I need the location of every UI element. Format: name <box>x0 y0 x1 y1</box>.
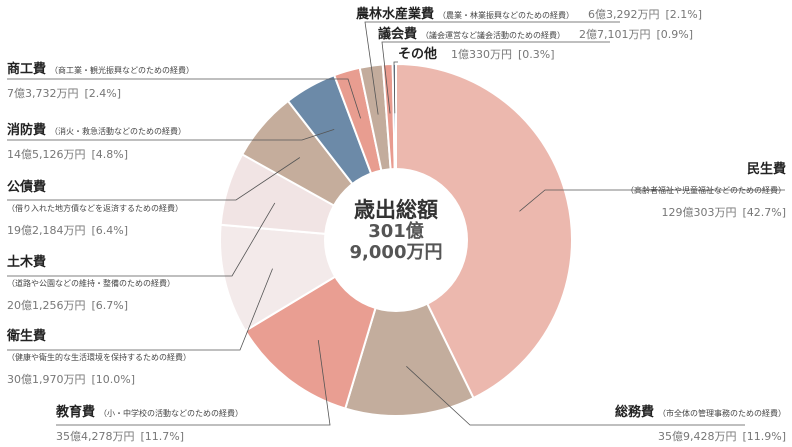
slice-amount: 35億9,428万円 <box>657 429 737 443</box>
slice-pct: [42.7%] <box>742 205 786 219</box>
slice-amount: 30億1,970万円 <box>7 372 86 386</box>
slice-name: 土木費 <box>7 255 47 270</box>
slice-amount: 2億7,101万円 <box>579 28 651 41</box>
leader-line-kosai <box>7 157 301 201</box>
slice-name: その他 <box>398 47 438 62</box>
slice-amount: 35億4,278万円 <box>56 429 135 443</box>
label-doboku: 土木費 （道路や公園などの維持・整備のための経費） 20億1,256万円 [6.7… <box>7 251 175 313</box>
label-kosai: 公債費 （借り入れた地方債などを返済するための経費） 19億2,184万円 [6.… <box>7 176 183 238</box>
slice-pct: [11.7%] <box>140 429 185 443</box>
leader-line-somu <box>406 366 745 426</box>
label-minsei: 民生費 （高齢者福祉や児童福祉などのための経費） 129億303万円 [42.7%… <box>626 158 786 220</box>
label-somu: 総務費 （市全体の管理事務のための経費） 35億9,428万円 [11.9%] <box>615 401 786 444</box>
slice-desc: （農業・林業振興などのための経費） <box>438 11 575 20</box>
leader-line-minsei <box>519 189 785 212</box>
slice-name: 公債費 <box>7 180 47 195</box>
slice-desc: （議会運営など議会活動のための経費） <box>421 31 566 40</box>
leader-line-shobo <box>7 128 335 141</box>
slice-name: 民生費 <box>746 162 786 177</box>
slice-desc: （市全体の管理事務のための経費） <box>658 409 786 418</box>
slice-desc: （高齢者福祉や児童福祉などのための経費） <box>626 185 786 195</box>
chart-center-label: 歳出総額 301億 9,000万円 <box>318 198 474 264</box>
center-total-line2: 9,000万円 <box>349 241 443 263</box>
slice-name: 衛生費 <box>7 329 47 344</box>
slice-desc: （商工業・観光振興などのための経費） <box>50 66 195 75</box>
slice-amount: 129億303万円 <box>661 205 737 219</box>
slice-amount: 20億1,256万円 <box>7 298 86 312</box>
label-shoko: 商工費 （商工業・観光振興などのための経費） 7億3,732万円 [2.4%] <box>7 58 194 101</box>
slice-name: 商工費 <box>7 62 47 77</box>
slice-name: 農林水産業費 <box>356 7 435 22</box>
slice-pct: [11.9%] <box>742 429 786 443</box>
slice-desc: （消火・救急活動などのための経費） <box>50 127 187 136</box>
slice-name: 教育費 <box>56 405 96 420</box>
leader-line-doboku <box>7 202 276 277</box>
label-norin: 農林水産業費 （農業・林業振興などのための経費） 6億3,292万円 [2.1%] <box>356 3 702 23</box>
slice-amount: 1億330万円 <box>451 48 513 61</box>
slice-pct: [4.8%] <box>91 147 129 161</box>
leader-line-eisei <box>7 268 273 351</box>
slice-name: 議会費 <box>378 27 418 42</box>
leader-line-shoko <box>7 78 361 119</box>
label-sonota: その他 1億330万円 [0.3%] <box>398 43 555 63</box>
slice-amount: 6億3,292万円 <box>588 8 660 21</box>
label-shobo: 消防費 （消火・救急活動などのための経費） 14億5,126万円 [4.8%] <box>7 119 186 162</box>
slice-name: 消防費 <box>7 123 47 138</box>
label-eisei: 衛生費 （健康や衛生的な生活環境を保持するための経費） 30億1,970万円 [1… <box>7 325 191 387</box>
slice-amount: 14億5,126万円 <box>7 147 86 161</box>
slice-desc: （借り入れた地方債などを返済するための経費） <box>7 203 183 213</box>
leader-line-kyoiku <box>56 340 331 426</box>
slice-pct: [6.7%] <box>91 298 129 312</box>
slice-pct: [10.0%] <box>91 372 136 386</box>
center-title: 歳出総額 <box>354 198 438 222</box>
donut-hole <box>324 168 468 312</box>
slice-pct: [2.4%] <box>84 86 122 100</box>
slice-amount: 19億2,184万円 <box>7 223 86 237</box>
slice-desc: （道路や公園などの維持・整備のための経費） <box>7 278 175 288</box>
slice-desc: （小・中学校の活動などのための経費） <box>99 409 244 418</box>
center-total-line1: 301億 <box>368 221 424 243</box>
slice-amount: 7億3,732万円 <box>7 86 79 100</box>
label-kyoiku: 教育費 （小・中学校の活動などのための経費） 35億4,278万円 [11.7%] <box>56 401 243 444</box>
leader-line-norin <box>364 21 620 115</box>
pie-slice-somu <box>344 237 475 417</box>
leader-line-gikai <box>381 41 610 114</box>
pie-slice-minsei <box>395 62 573 400</box>
label-gikai: 議会費 （議会運営など議会活動のための経費） 2億7,101万円 [0.9%] <box>378 23 693 43</box>
slice-desc: （健康や衛生的な生活環境を保持するための経費） <box>7 352 191 362</box>
slice-name: 総務費 <box>614 405 654 420</box>
slice-pct: [2.1%] <box>665 8 703 21</box>
slice-pct: [0.3%] <box>518 48 555 61</box>
slice-pct: [0.9%] <box>656 28 694 41</box>
slice-pct: [6.4%] <box>91 223 129 237</box>
leader-line-sonota <box>393 61 398 114</box>
